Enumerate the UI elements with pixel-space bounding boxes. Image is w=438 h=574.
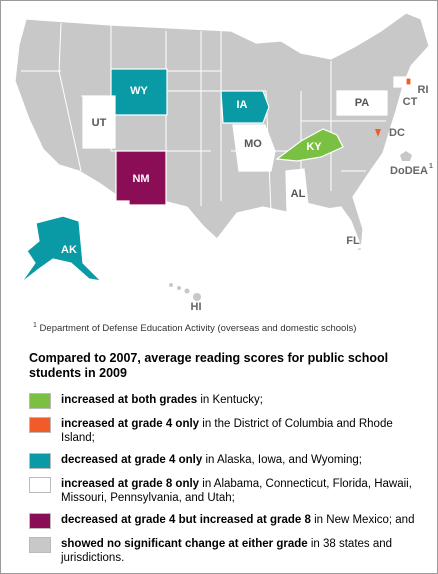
state-ky <box>275 128 344 162</box>
legend-swatch <box>29 537 51 553</box>
legend-item: decreased at grade 4 but increased at gr… <box>29 513 429 529</box>
legend-item: increased at grade 8 only in Alabama, Co… <box>29 477 429 505</box>
legend-text: increased at grade 8 only in Alabama, Co… <box>61 477 429 505</box>
legend-text: showed no significant change at either g… <box>61 537 429 565</box>
marker-dc <box>375 129 381 137</box>
map: WY UT IA MO KY PA CT RI DC NM AL FL AK H… <box>14 12 433 313</box>
state-label: RI <box>418 84 429 96</box>
legend-swatch <box>29 453 51 469</box>
state-label: HI <box>191 301 202 313</box>
legend-bold: increased at grade 4 only <box>61 418 200 430</box>
legend-detail: in the District of Columbia and Rhode Is… <box>61 418 393 444</box>
legend-bold: showed no significant change at either g… <box>61 538 308 550</box>
state-label: WY <box>130 85 148 97</box>
state-pa <box>336 90 388 116</box>
state-fl <box>295 206 362 252</box>
state-label: IA <box>237 99 248 111</box>
legend-detail: in Alabama, Connecticut, Florida, Hawaii… <box>61 478 412 504</box>
legend-swatch <box>29 477 51 493</box>
legend-item: increased at both grades in Kentucky; <box>29 393 429 409</box>
state-label: DC <box>389 127 405 139</box>
state-label: CT <box>403 96 418 108</box>
legend-bold: decreased at grade 4 but increased at gr… <box>61 514 311 526</box>
legend-bold: increased at both grades <box>61 394 198 406</box>
state-ct <box>393 76 407 88</box>
legend-item: decreased at grade 4 only in Alaska, Iow… <box>29 453 429 469</box>
state-label: FL <box>346 235 360 247</box>
state-ri <box>405 77 412 86</box>
state-label: DoDEA <box>390 165 428 177</box>
footnote: 1 Department of Defense Education Activi… <box>33 322 356 334</box>
state-label: AL <box>291 188 306 200</box>
footnote-marker: 1 <box>33 322 37 329</box>
legend-bold: decreased at grade 4 only <box>61 454 203 466</box>
legend-detail: in Alaska, Iowa, and Wyoming; <box>202 454 362 466</box>
state-ak <box>20 215 103 284</box>
state-mo <box>232 124 276 172</box>
legend-detail: in New Mexico; and <box>310 514 415 526</box>
state-wy <box>110 68 168 116</box>
legend-text: decreased at grade 4 but increased at gr… <box>61 513 414 527</box>
legend-swatch <box>29 513 51 529</box>
legend-text: increased at grade 4 only in the Distric… <box>61 417 429 445</box>
legend-item: increased at grade 4 only in the Distric… <box>29 417 429 445</box>
footnote-text: Department of Defense Education Activity… <box>39 323 357 335</box>
state-label: NM <box>132 173 149 185</box>
us-mainland <box>14 12 430 252</box>
legend-bold: increased at grade 8 only <box>61 478 200 490</box>
legend-detail: in Kentucky; <box>197 394 263 406</box>
legend-swatch <box>29 393 51 409</box>
state-ut <box>82 95 116 149</box>
state-label: PA <box>355 97 370 109</box>
state-label: UT <box>92 117 107 129</box>
legend: increased at both grades in Kentucky; inc… <box>29 393 429 573</box>
state-hi <box>169 283 201 301</box>
legend-text: increased at both grades in Kentucky; <box>61 393 263 407</box>
footnote-marker: 1 <box>429 163 433 170</box>
legend-swatch <box>29 417 51 433</box>
state-nm <box>115 150 167 206</box>
legend-text: decreased at grade 4 only in Alaska, Iow… <box>61 453 362 467</box>
dodea-icon <box>400 151 412 161</box>
legend-detail: in 38 states and jurisdictions. <box>61 538 393 564</box>
legend-title: Compared to 2007, average reading scores… <box>29 351 389 380</box>
state-label: AK <box>61 244 77 256</box>
state-al <box>285 168 310 222</box>
state-label: MO <box>244 138 262 150</box>
state-ia <box>220 90 270 124</box>
state-label: KY <box>306 141 322 153</box>
legend-item: showed no significant change at either g… <box>29 537 429 565</box>
